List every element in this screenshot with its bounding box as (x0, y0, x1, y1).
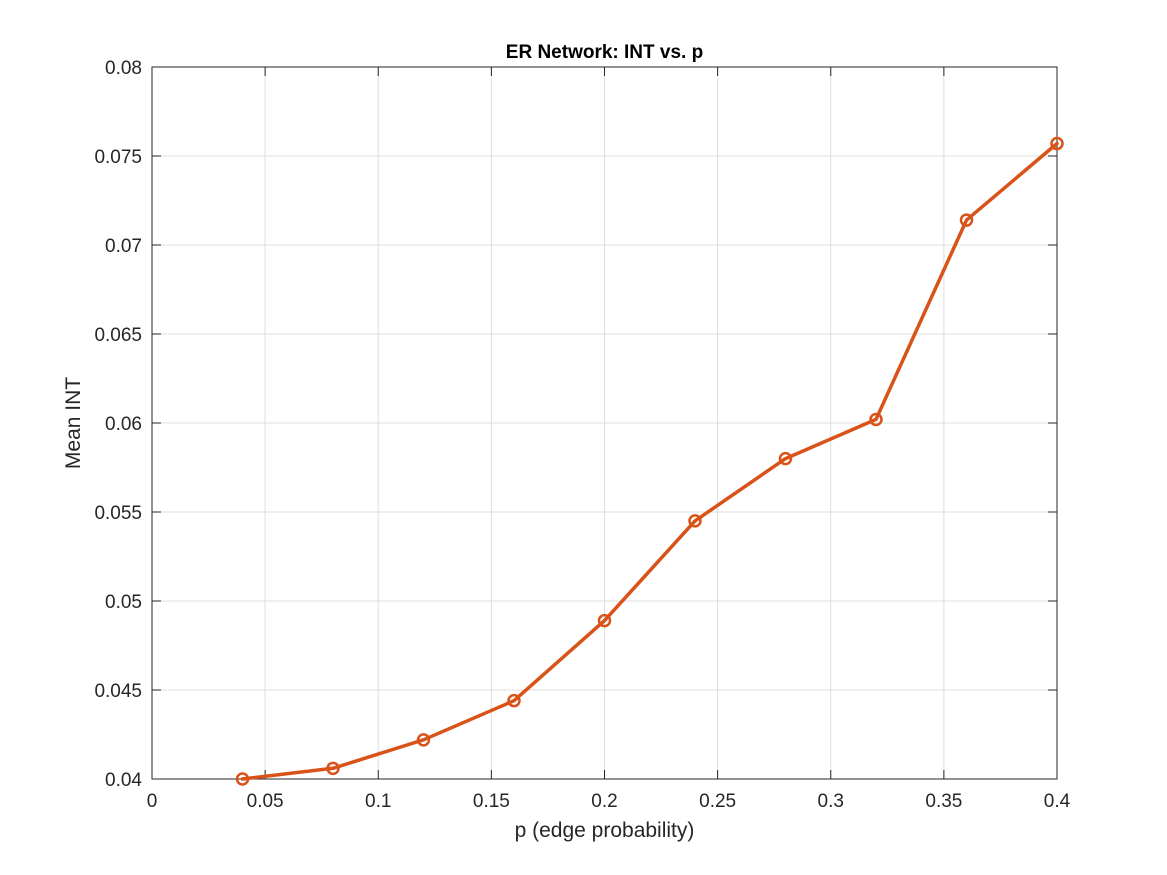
x-tick-label: 0 (147, 791, 158, 812)
y-tick-label: 0.04 (105, 770, 142, 791)
data-point-marker (869, 412, 883, 427)
y-tick-label: 0.055 (94, 503, 142, 524)
y-tick-label: 0.05 (105, 592, 142, 613)
y-tick-label: 0.08 (105, 58, 142, 79)
grid (151, 66, 1058, 780)
data-point-marker (235, 772, 250, 786)
x-tick-labels: 0 0.05 0.1 0.15 0.2 0.25 0.3 0.35 0.4 (147, 791, 1071, 812)
y-tick-labels: 0.04 0.045 0.05 0.055 0.06 0.065 0.07 0.075 0.08 (94, 58, 142, 791)
data-point-marker (416, 733, 431, 747)
x-tick-label: 0.1 (365, 791, 391, 812)
data-point-marker (597, 613, 612, 628)
x-axis-label: p (edge probability) (515, 819, 695, 842)
y-tick-label: 0.06 (105, 414, 142, 435)
y-tick-label: 0.045 (94, 681, 142, 702)
series (235, 136, 1064, 786)
x-tick-label: 0.25 (699, 791, 736, 812)
x-tick-label: 0.2 (591, 791, 617, 812)
x-tick-label: 0.15 (473, 791, 510, 812)
data-point-marker (326, 761, 340, 776)
data-point-marker (778, 451, 793, 466)
y-tick-label: 0.065 (94, 325, 142, 346)
chart-title: ER Network: INT vs. p (506, 42, 703, 63)
y-tick-label: 0.075 (94, 147, 142, 168)
y-tick-label: 0.07 (105, 236, 142, 257)
data-point-marker (1050, 136, 1064, 151)
x-tick-label: 0.05 (247, 791, 284, 812)
data-point-marker (959, 213, 974, 227)
x-tick-label: 0.3 (818, 791, 844, 812)
data-point-marker (688, 514, 702, 528)
y-axis-label: Mean INT (62, 377, 85, 469)
series-line (240, 141, 1059, 781)
x-tick-label: 0.35 (925, 791, 962, 812)
x-tick-label: 0.4 (1044, 791, 1071, 812)
axes-box (151, 66, 1058, 780)
data-point-marker (507, 693, 521, 708)
